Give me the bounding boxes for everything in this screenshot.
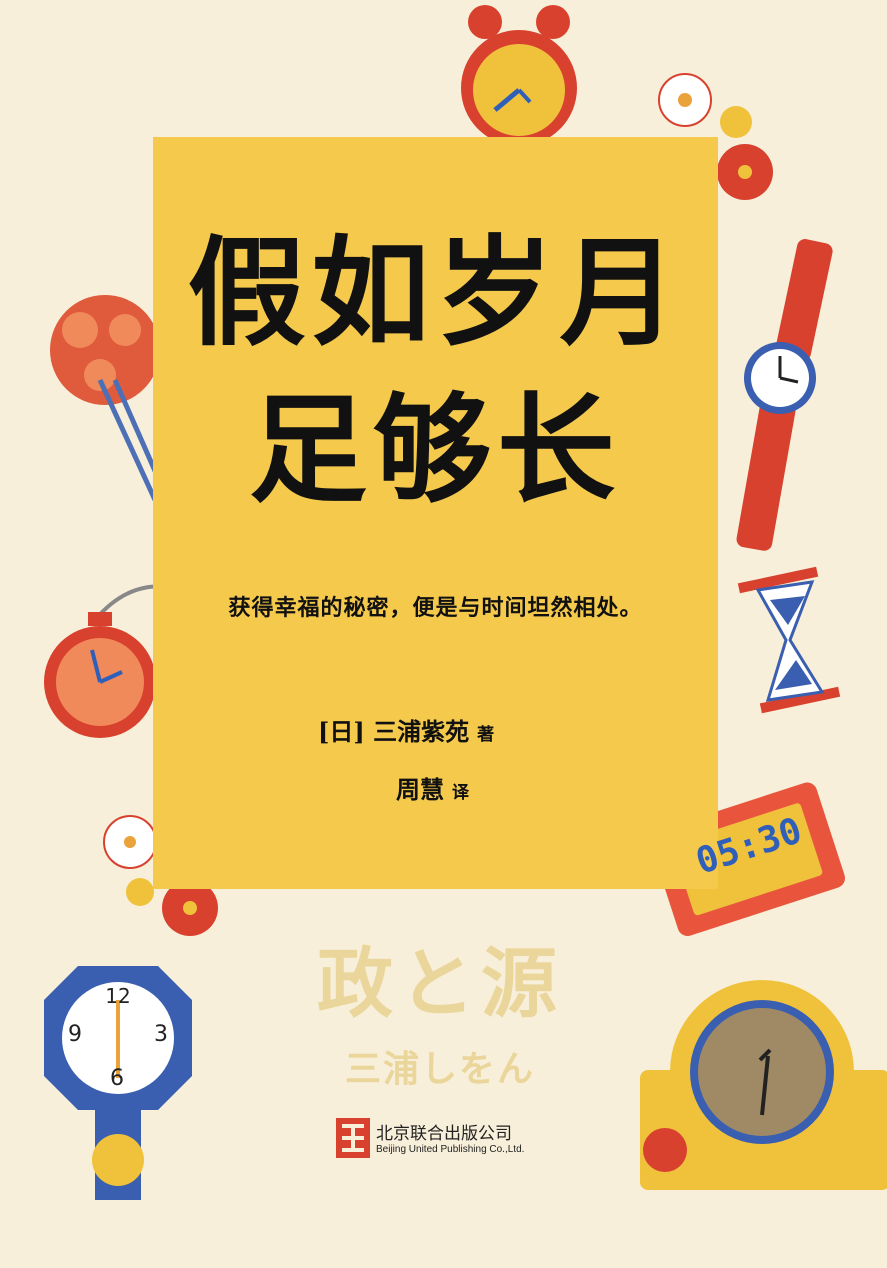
pendulum-clock-icon: [44, 966, 192, 1200]
flower-icon: [658, 73, 773, 200]
author-line: [日] 三浦紫苑著: [318, 712, 494, 747]
publisher-block: 北京联合出版公司 Beijing United Publishing Co.,L…: [336, 1118, 556, 1168]
publisher-logo-icon: [336, 1118, 370, 1158]
translator-role: 译: [452, 783, 469, 803]
wrist-watch-icon: [736, 239, 833, 551]
hairpin-flower-icon: [50, 295, 173, 507]
translator-name: 周慧: [396, 775, 444, 804]
original-author: 三浦しをん: [344, 1049, 535, 1090]
flower-icon: [103, 815, 218, 936]
clock-number-9: 9: [68, 1022, 82, 1047]
publisher-name-en: Beijing United Publishing Co.,Ltd.: [376, 1144, 525, 1155]
hourglass-icon: [737, 566, 841, 714]
publisher-name-cn: 北京联合出版公司: [376, 1124, 512, 1144]
clock-number-6: 6: [110, 1066, 124, 1091]
author-role: 著: [477, 725, 495, 745]
clock-number-3: 3: [154, 1022, 168, 1047]
mantel-clock-icon: [640, 980, 887, 1190]
translator-line: 周慧译: [396, 770, 469, 805]
alarm-clock-icon: [461, 5, 577, 158]
original-title: 政と源: [317, 939, 563, 1028]
clock-number-12: 12: [105, 984, 131, 1008]
pocket-watch-icon: [44, 584, 186, 738]
book-title-line2: 足够长: [248, 380, 621, 519]
author-name: [日] 三浦紫苑: [318, 717, 470, 746]
book-subtitle: 获得幸福的秘密，便是与时间坦然相处。: [228, 596, 643, 621]
book-title-line1: 假如岁月: [187, 223, 684, 362]
title-panel: [153, 137, 718, 889]
